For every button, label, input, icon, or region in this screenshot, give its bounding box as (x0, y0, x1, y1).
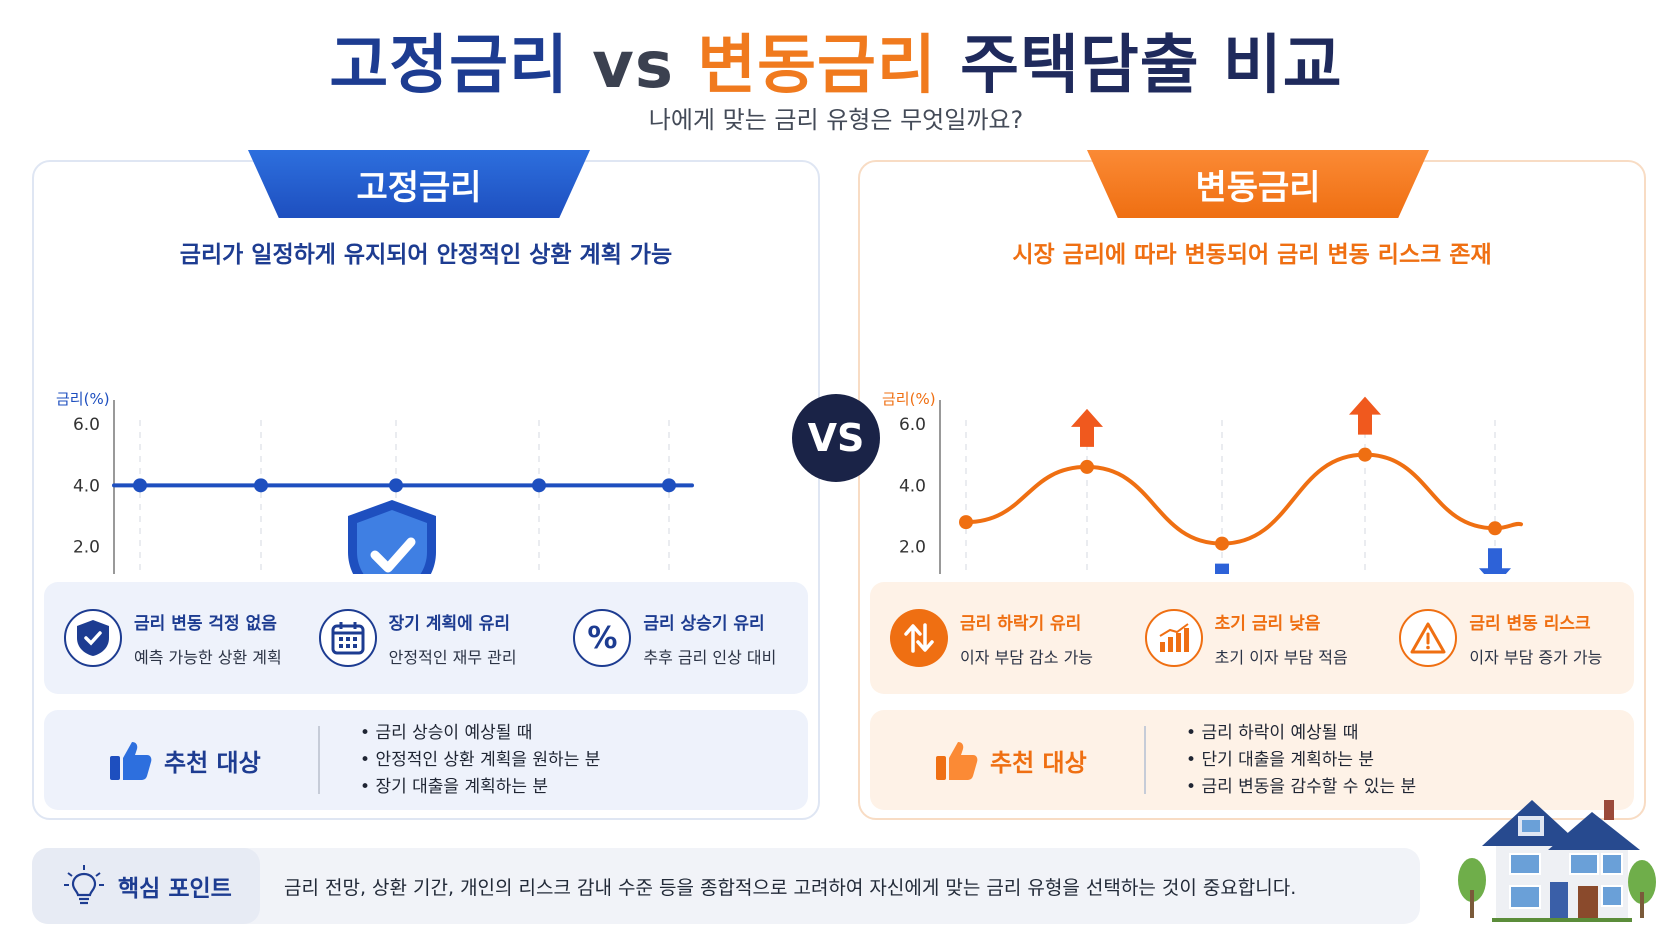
tab-fixed-rate: 고정금리 (248, 150, 590, 218)
recommend-title: 추천 대상 (990, 748, 1087, 777)
feature-desc: 이자 부담 증가 가능 (1469, 647, 1603, 667)
list-item: 단기 대출을 계획하는 분 (1186, 747, 1416, 774)
feature-title: 장기 계획에 유리 (388, 613, 510, 634)
list-item: 장기 대출을 계획하는 분 (360, 774, 600, 801)
feature-desc: 예측 가능한 상환 계획 (134, 647, 282, 667)
warning-icon (1399, 609, 1458, 667)
shield-check-icon (348, 500, 436, 574)
data-point (254, 478, 268, 493)
house-icon (1458, 800, 1656, 922)
bar-chart-icon (1144, 609, 1203, 667)
data-point (1215, 536, 1229, 551)
key-point-text: 금리 전망, 상환 기간, 개인의 리스크 감내 수준 등을 종합적으로 고려하… (284, 876, 1297, 899)
thumbs-up-icon (110, 742, 152, 780)
thumbs-up-icon (936, 742, 978, 780)
feature-title: 금리 하락기 유리 (960, 613, 1082, 634)
shield-check-icon (64, 609, 122, 667)
feature-desc: 이자 부담 감소 가능 (960, 647, 1094, 667)
lightbulb-icon (64, 865, 104, 905)
data-point (1080, 459, 1094, 474)
title-fixed: 고정금리 (329, 29, 569, 103)
title-rest: 주택담출 비교 (960, 29, 1343, 103)
key-point-bar: 핵심 포인트 금리 전망, 상환 기간, 개인의 리스크 감내 수준 등을 종합… (32, 848, 1420, 924)
arrow-up-icon (1071, 408, 1103, 447)
divider (1144, 726, 1146, 794)
recommend-title: 추천 대상 (164, 748, 261, 777)
arrow-down-icon (1215, 563, 1229, 574)
data-point (532, 478, 546, 493)
y-tick-label: 4.0 (899, 476, 926, 496)
vs-badge: VS (792, 394, 880, 482)
tab-variable-rate: 변동금리 (1087, 150, 1429, 218)
list-item: 금리 변동을 감수할 수 있는 분 (1186, 774, 1416, 801)
y-axis-label: 금리(%) (56, 390, 110, 408)
y-axis-label: 금리(%) (882, 390, 936, 408)
data-point (389, 478, 403, 493)
feature-title: 금리 변동 걱정 없음 (134, 613, 277, 634)
feature-title: 금리 상승기 유리 (643, 613, 765, 634)
variable-headline: 시장 금리에 따라 변동되어 금리 변동 리스크 존재 (1012, 242, 1492, 268)
feature-desc: 초기 이자 부담 적음 (1214, 647, 1348, 667)
up-down-arrows-icon (890, 609, 948, 667)
data-point (1358, 447, 1372, 462)
variable-recommend: 추천 대상 금리 하락이 예상될 때 단기 대출을 계획하는 분 금리 변동을 … (870, 710, 1634, 810)
page-title: 고정금리 vs 변동금리 주택담출 비교 (0, 14, 1672, 106)
feature-title: 금리 변동 리스크 (1469, 613, 1591, 634)
data-point (662, 478, 676, 493)
list-item: 금리 하락이 예상될 때 (1186, 720, 1416, 747)
fixed-headline: 금리가 일정하게 유지되어 안정적인 상환 계획 가능 (179, 242, 673, 268)
key-point-title: 핵심 포인트 (118, 876, 232, 902)
arrow-down-icon (1479, 548, 1511, 574)
fixed-rate-chart: 1년5년10년15년20년 02.04.06.0 금리(%) 기간 (56, 390, 694, 574)
arrow-up-icon (1349, 396, 1381, 435)
title-vs: vs (592, 29, 674, 103)
feature-desc: 추후 금리 인상 대비 (643, 647, 777, 667)
y-tick-label: 4.0 (73, 476, 100, 496)
calendar-icon (318, 609, 377, 667)
variable-rate-chart: 1년5년10년15년20년 02.04.06.0 금리(%) 기간 (882, 390, 1523, 574)
feature-desc: 안정적인 재무 관리 (388, 647, 517, 667)
y-tick-label: 2.0 (899, 538, 926, 558)
fixed-rate-panel: 고정금리 금리가 일정하게 유지되어 안정적인 상환 계획 가능 1년5년10년… (32, 150, 820, 820)
divider (318, 726, 320, 794)
data-point (1488, 521, 1502, 536)
list-item: 안정적인 상환 계획을 원하는 분 (360, 747, 600, 774)
feature-title: 초기 금리 낮음 (1214, 613, 1321, 634)
title-variable: 변동금리 (697, 29, 937, 103)
recommend-list: 금리 하락이 예상될 때 단기 대출을 계획하는 분 금리 변동을 감수할 수 … (1186, 720, 1416, 801)
recommend-list: 금리 상승이 예상될 때 안정적인 상환 계획을 원하는 분 장기 대출을 계획… (360, 720, 600, 801)
fixed-recommend: 추천 대상 금리 상승이 예상될 때 안정적인 상환 계획을 원하는 분 장기 … (44, 710, 808, 810)
y-tick-label: 2.0 (73, 538, 100, 558)
y-tick-label: 6.0 (73, 415, 100, 435)
y-tick-label: 6.0 (899, 415, 926, 435)
percent-icon: % (573, 609, 632, 667)
page-subtitle: 나에게 맞는 금리 유형은 무엇일까요? (648, 106, 1024, 134)
series-line (964, 452, 1523, 546)
list-item: 금리 상승이 예상될 때 (360, 720, 600, 747)
data-point (959, 515, 973, 530)
variable-rate-panel: 변동금리 시장 금리에 따라 변동되어 금리 변동 리스크 존재 1년5년10년… (858, 150, 1646, 820)
data-point (133, 478, 147, 493)
